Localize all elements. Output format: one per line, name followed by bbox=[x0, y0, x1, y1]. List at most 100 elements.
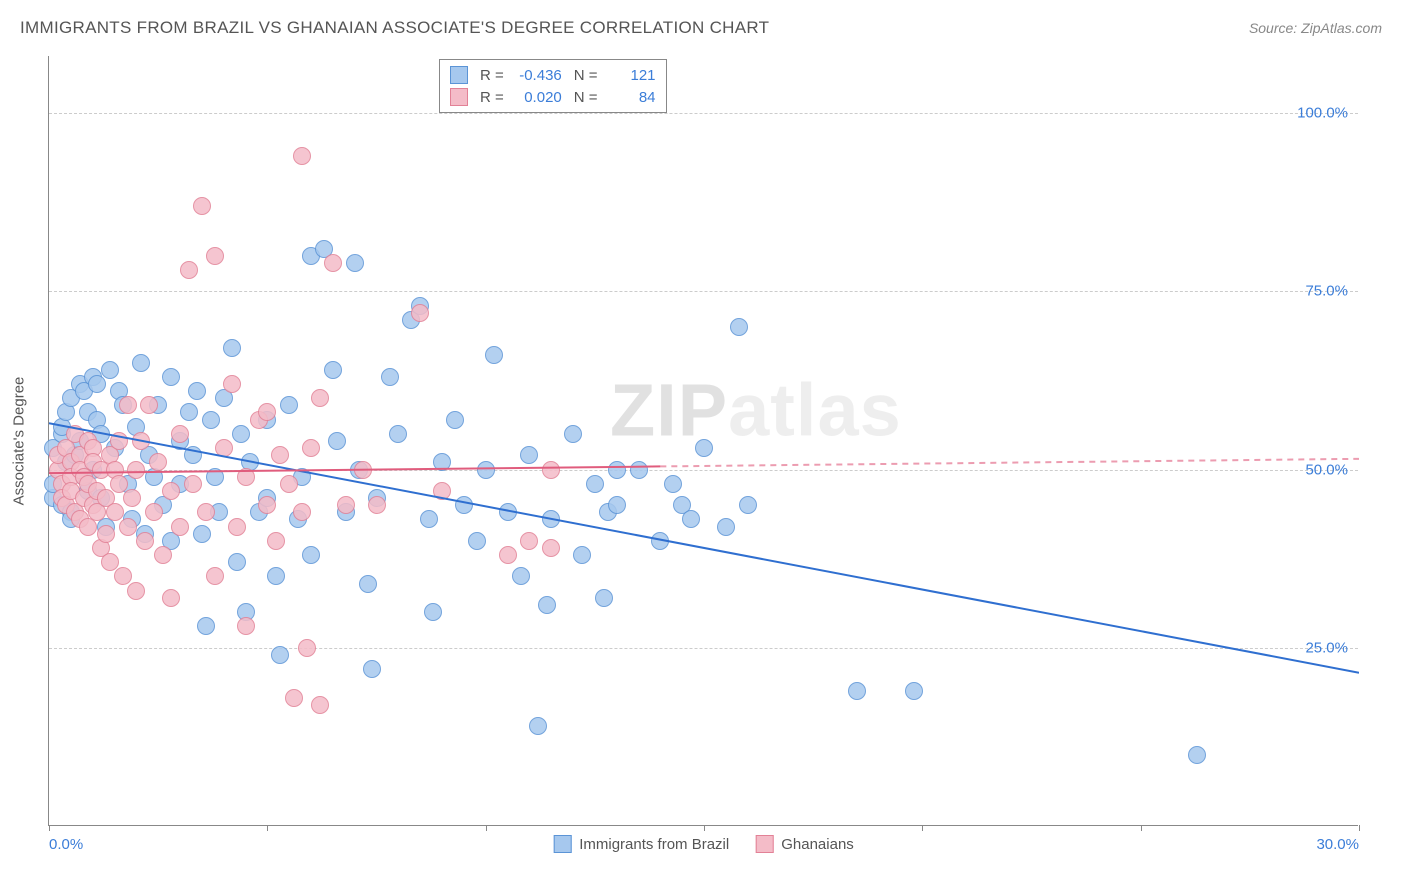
scatter-point bbox=[302, 439, 320, 457]
y-tick-label: 50.0% bbox=[1305, 461, 1348, 478]
scatter-point bbox=[695, 439, 713, 457]
scatter-point bbox=[433, 453, 451, 471]
scatter-point bbox=[542, 539, 560, 557]
scatter-point bbox=[206, 247, 224, 265]
scatter-point bbox=[280, 396, 298, 414]
gridline bbox=[49, 113, 1358, 114]
scatter-point bbox=[184, 475, 202, 493]
legend-r-value-2: 0.020 bbox=[512, 89, 562, 106]
scatter-point bbox=[529, 717, 547, 735]
scatter-point bbox=[293, 147, 311, 165]
scatter-point bbox=[477, 461, 495, 479]
scatter-point bbox=[202, 411, 220, 429]
x-tick bbox=[704, 825, 705, 831]
scatter-point bbox=[538, 596, 556, 614]
scatter-point bbox=[110, 475, 128, 493]
legend-n-value-1: 121 bbox=[606, 67, 656, 84]
chart-title: IMMIGRANTS FROM BRAZIL VS GHANAIAN ASSOC… bbox=[20, 18, 769, 38]
scatter-point bbox=[258, 496, 276, 514]
scatter-point bbox=[127, 461, 145, 479]
y-tick-label: 25.0% bbox=[1305, 639, 1348, 656]
scatter-point bbox=[123, 489, 141, 507]
legend-n-value-2: 84 bbox=[606, 89, 656, 106]
chart-container: IMMIGRANTS FROM BRAZIL VS GHANAIAN ASSOC… bbox=[0, 0, 1406, 892]
scatter-point bbox=[328, 432, 346, 450]
scatter-point bbox=[905, 682, 923, 700]
legend-label-brazil: Immigrants from Brazil bbox=[579, 836, 729, 853]
scatter-point bbox=[171, 518, 189, 536]
x-tick-label: 30.0% bbox=[1316, 836, 1359, 853]
scatter-point bbox=[499, 546, 517, 564]
y-tick-label: 75.0% bbox=[1305, 283, 1348, 300]
scatter-point bbox=[630, 461, 648, 479]
scatter-point bbox=[411, 304, 429, 322]
gridline bbox=[49, 291, 1358, 292]
scatter-point bbox=[97, 525, 115, 543]
scatter-point bbox=[455, 496, 473, 514]
scatter-point bbox=[664, 475, 682, 493]
scatter-point bbox=[542, 510, 560, 528]
scatter-point bbox=[197, 503, 215, 521]
scatter-point bbox=[542, 461, 560, 479]
scatter-point bbox=[389, 425, 407, 443]
scatter-point bbox=[193, 525, 211, 543]
scatter-point bbox=[154, 546, 172, 564]
scatter-point bbox=[88, 375, 106, 393]
scatter-point bbox=[267, 567, 285, 585]
scatter-point bbox=[145, 503, 163, 521]
scatter-point bbox=[848, 682, 866, 700]
scatter-point bbox=[311, 696, 329, 714]
scatter-point bbox=[280, 475, 298, 493]
scatter-point bbox=[520, 446, 538, 464]
x-tick-label: 0.0% bbox=[49, 836, 83, 853]
scatter-point bbox=[446, 411, 464, 429]
scatter-point bbox=[114, 567, 132, 585]
legend-swatch-ghanaians-2 bbox=[755, 835, 773, 853]
scatter-point bbox=[171, 425, 189, 443]
scatter-point bbox=[682, 510, 700, 528]
legend-series: Immigrants from Brazil Ghanaians bbox=[553, 835, 854, 853]
x-tick bbox=[486, 825, 487, 831]
scatter-point bbox=[608, 461, 626, 479]
scatter-point bbox=[193, 197, 211, 215]
scatter-point bbox=[162, 589, 180, 607]
scatter-point bbox=[363, 660, 381, 678]
scatter-point bbox=[1188, 746, 1206, 764]
watermark-part1: ZIP bbox=[610, 368, 728, 451]
scatter-point bbox=[271, 646, 289, 664]
legend-item-ghanaians: Ghanaians bbox=[755, 835, 854, 853]
scatter-point bbox=[293, 503, 311, 521]
scatter-point bbox=[180, 403, 198, 421]
scatter-point bbox=[232, 425, 250, 443]
scatter-point bbox=[101, 361, 119, 379]
scatter-point bbox=[223, 375, 241, 393]
legend-swatch-ghanaians bbox=[450, 88, 468, 106]
scatter-point bbox=[197, 617, 215, 635]
scatter-point bbox=[311, 389, 329, 407]
legend-stats-row-1: R = -0.436 N = 121 bbox=[450, 64, 656, 86]
legend-r-value-1: -0.436 bbox=[512, 67, 562, 84]
x-tick bbox=[267, 825, 268, 831]
legend-swatch-brazil-2 bbox=[553, 835, 571, 853]
scatter-point bbox=[608, 496, 626, 514]
scatter-point bbox=[346, 254, 364, 272]
scatter-point bbox=[424, 603, 442, 621]
legend-r-label-2: R = bbox=[480, 89, 504, 106]
scatter-point bbox=[324, 254, 342, 272]
scatter-point bbox=[564, 425, 582, 443]
scatter-point bbox=[433, 482, 451, 500]
scatter-point bbox=[586, 475, 604, 493]
legend-item-brazil: Immigrants from Brazil bbox=[553, 835, 729, 853]
scatter-point bbox=[237, 468, 255, 486]
watermark: ZIPatlas bbox=[610, 367, 902, 452]
scatter-point bbox=[368, 496, 386, 514]
scatter-point bbox=[223, 339, 241, 357]
scatter-point bbox=[285, 689, 303, 707]
scatter-point bbox=[162, 482, 180, 500]
scatter-point bbox=[132, 354, 150, 372]
scatter-point bbox=[267, 532, 285, 550]
y-axis-label: Associate's Degree bbox=[11, 376, 28, 505]
scatter-point bbox=[140, 396, 158, 414]
y-tick-label: 100.0% bbox=[1297, 105, 1348, 122]
scatter-point bbox=[739, 496, 757, 514]
